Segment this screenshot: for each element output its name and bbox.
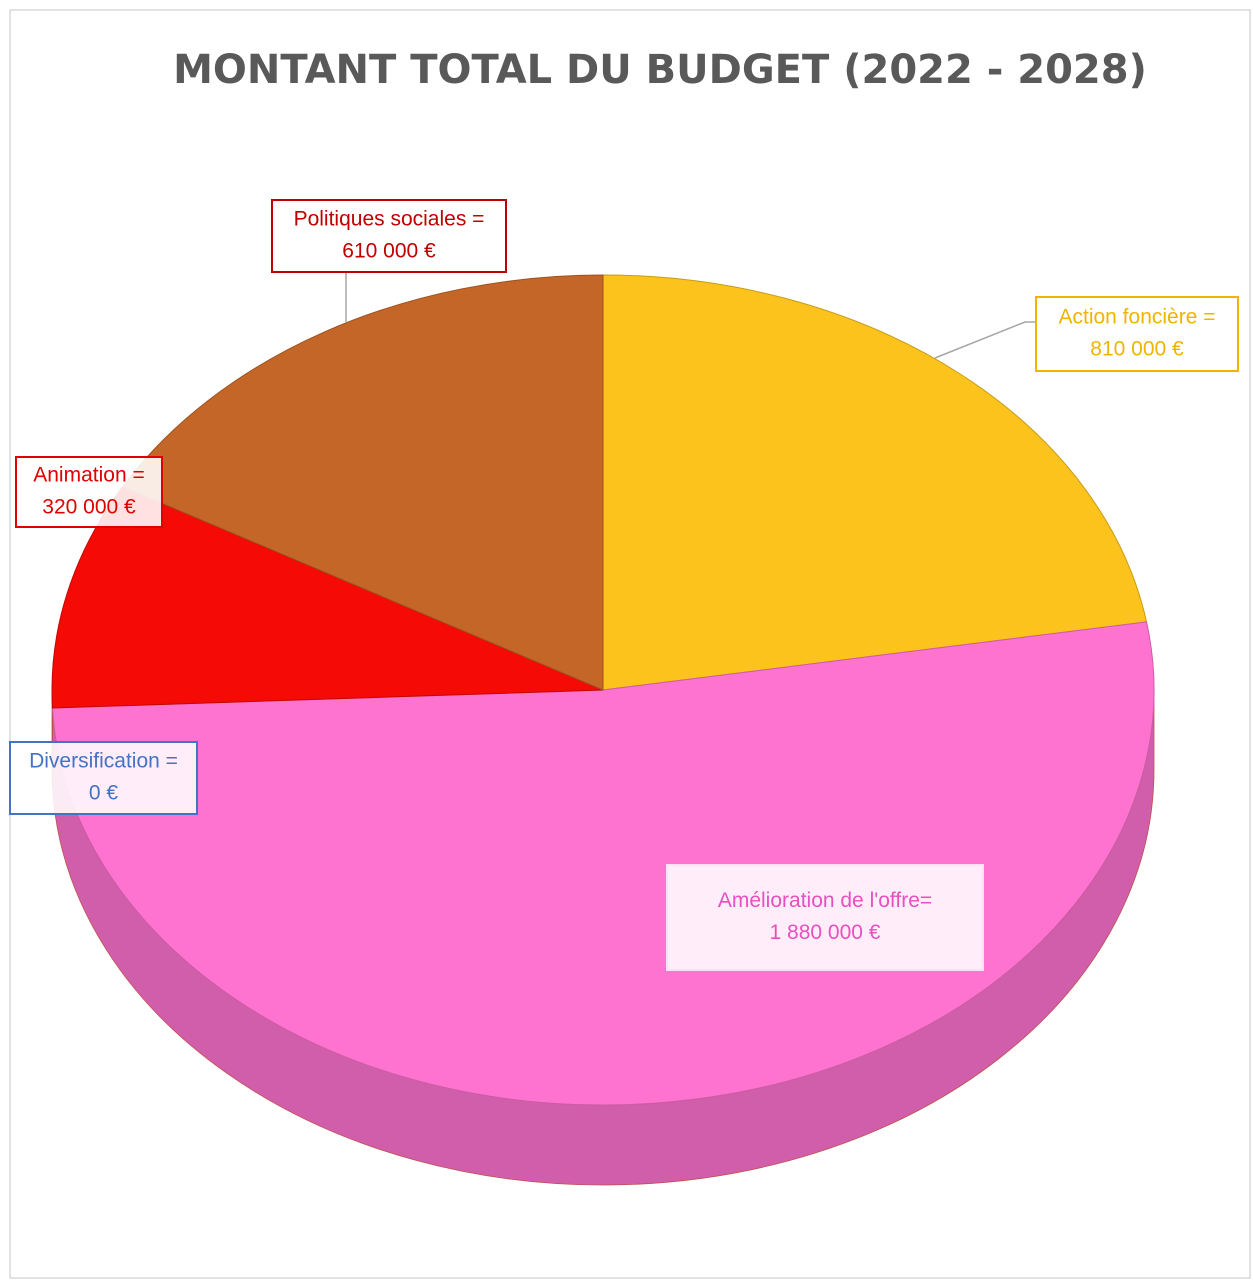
data-label-box	[271, 199, 507, 273]
data-label-value: 610 000 €	[342, 240, 436, 263]
data-label-value: 810 000 €	[1090, 338, 1184, 361]
chart-title: MONTANT TOTAL DU BUDGET (2022 - 2028)	[173, 47, 1147, 93]
data-label-value: 1 880 000 €	[770, 921, 881, 944]
data-label-box	[15, 456, 163, 528]
data-label-name: Amélioration de l'offre=	[718, 889, 932, 912]
slice	[602, 274, 1148, 691]
data-label-value: 0 €	[89, 782, 119, 805]
data-label-name: Politiques sociales =	[294, 208, 485, 231]
data-label-name: Diversification =	[29, 750, 178, 773]
data-label-value: 320 000 €	[42, 496, 136, 519]
data-label-box	[666, 864, 984, 971]
leader-line	[934, 321, 1036, 359]
data-label-box	[1035, 296, 1239, 372]
data-label-name: Action foncière =	[1058, 306, 1215, 329]
data-label-name: Animation =	[33, 464, 144, 487]
data-label-box	[9, 741, 198, 815]
slice	[121, 274, 604, 691]
slice	[51, 621, 1155, 1106]
